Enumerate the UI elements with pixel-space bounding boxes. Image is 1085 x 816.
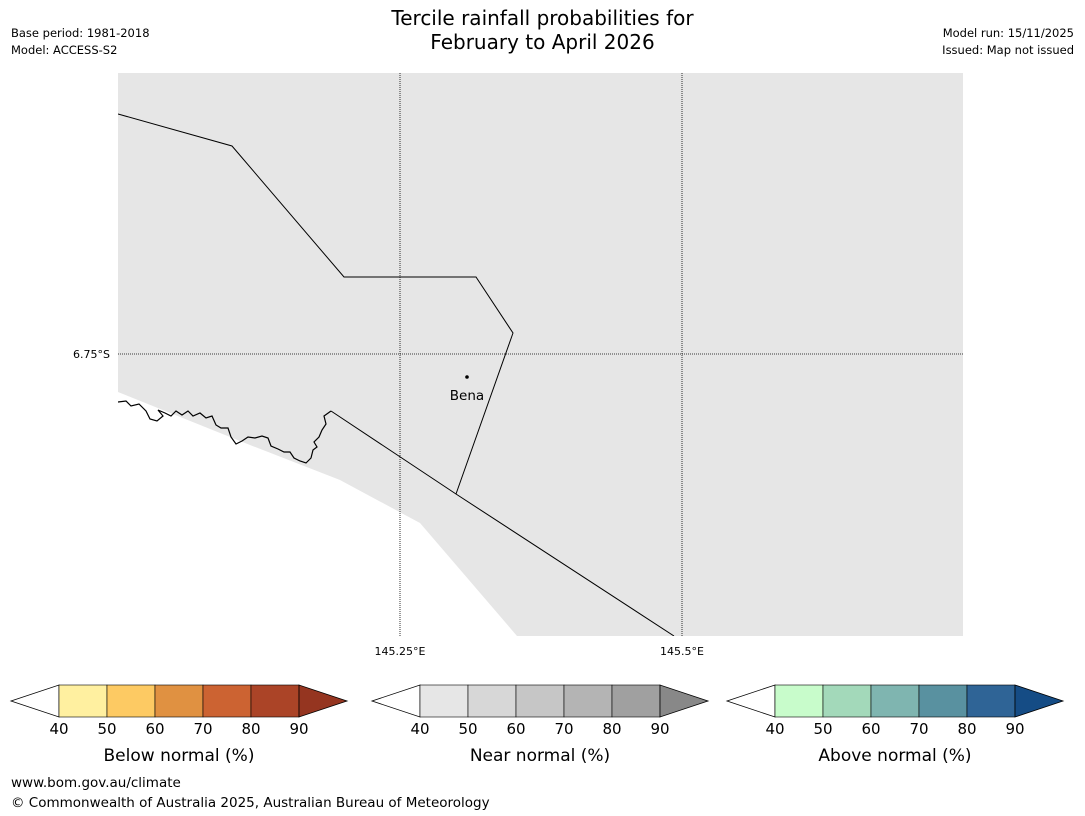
- colorbar-tick-label: 90: [289, 720, 308, 738]
- coastline: [118, 400, 332, 464]
- colorbar-tick-label: 60: [861, 720, 880, 738]
- colorbar-label: Near normal (%): [470, 746, 610, 766]
- footer-url: www.bom.gov.au/climate: [11, 775, 181, 791]
- colorbar-segment: [467, 684, 517, 718]
- colorbar-segment: [419, 684, 469, 718]
- colorbar-tick-label: 70: [193, 720, 212, 738]
- colorbar-extend-high: [1014, 684, 1065, 718]
- colorbar-near: 40 50 60 70 80 90 Near normal (%): [370, 684, 710, 766]
- land-area: [118, 73, 963, 636]
- colorbar-tick-label: 70: [909, 720, 928, 738]
- colorbar-tick-label: 80: [957, 720, 976, 738]
- colorbar-tick-label: 40: [765, 720, 784, 738]
- colorbar-below: 40 50 60 70 80 90 Below normal (%): [9, 684, 349, 766]
- colorbar-segment: [515, 684, 565, 718]
- longitude-label: 145.25°E: [375, 645, 426, 658]
- colorbar-extend-high: [298, 684, 349, 718]
- place-marker: [465, 375, 469, 379]
- longitude-label: 145.5°E: [660, 645, 704, 658]
- map: Bena 6.75°S 145.25°E 145.5°E: [73, 73, 963, 658]
- place-label: Bena: [450, 388, 484, 404]
- colorbar-segment: [106, 684, 156, 718]
- colorbar-tick-label: 70: [554, 720, 573, 738]
- colorbar-tick-label: 80: [241, 720, 260, 738]
- colorbar-tick-label: 60: [145, 720, 164, 738]
- province-border: [118, 113, 514, 495]
- colorbar-tick-label: 40: [410, 720, 429, 738]
- colorbar-segment: [154, 684, 204, 718]
- title-line-2: February to April 2026: [430, 30, 655, 54]
- latitude-label: 6.75°S: [73, 348, 110, 361]
- colorbar-segment: [202, 684, 252, 718]
- model-run: Model run: 15/11/2025: [942, 26, 1074, 40]
- colorbar-tick-label: 50: [458, 720, 477, 738]
- title-line-1: Tercile rainfall probabilities for: [391, 6, 694, 30]
- colorbar-segment: [250, 684, 300, 718]
- colorbar-extend-low: [725, 684, 776, 718]
- colorbar-label: Above normal (%): [818, 746, 971, 766]
- colorbar-tick-label: 40: [49, 720, 68, 738]
- colorbar-segment: [918, 684, 968, 718]
- colorbar-segment: [966, 684, 1016, 718]
- colorbar-tick-label: 90: [1005, 720, 1024, 738]
- colorbar-above: 40 50 60 70 80 90 Above normal (%): [725, 684, 1065, 766]
- base-period: Base period: 1981-2018: [11, 26, 150, 40]
- colorbar-segment: [58, 684, 108, 718]
- colorbar-tick-label: 80: [602, 720, 621, 738]
- colorbar-tick-label: 60: [506, 720, 525, 738]
- footer-copyright: © Commonwealth of Australia 2025, Austra…: [11, 795, 490, 811]
- model-name: Model: ACCESS-S2: [11, 43, 118, 57]
- colorbar-segment: [774, 684, 824, 718]
- colorbar-tick-label: 50: [813, 720, 832, 738]
- province-border: [330, 410, 675, 636]
- colorbar-segment: [611, 684, 661, 718]
- colorbar-tick-label: 50: [97, 720, 116, 738]
- issued-status: Issued: Map not issued: [942, 43, 1074, 57]
- colorbar-segment: [822, 684, 872, 718]
- colorbar-extend-low: [9, 684, 60, 718]
- colorbar-extend-high: [659, 684, 710, 718]
- colorbar-segment: [870, 684, 920, 718]
- colorbar-label: Below normal (%): [104, 746, 255, 766]
- colorbar-extend-low: [370, 684, 421, 718]
- colorbar-legend: 40 50 60 70 80 90 Below normal (%) 40 50 60 70 80 9…: [9, 684, 1065, 766]
- colorbar-tick-label: 90: [650, 720, 669, 738]
- page-title: Tercile rainfall probabilities for Febru…: [0, 6, 1085, 54]
- colorbar-segment: [563, 684, 613, 718]
